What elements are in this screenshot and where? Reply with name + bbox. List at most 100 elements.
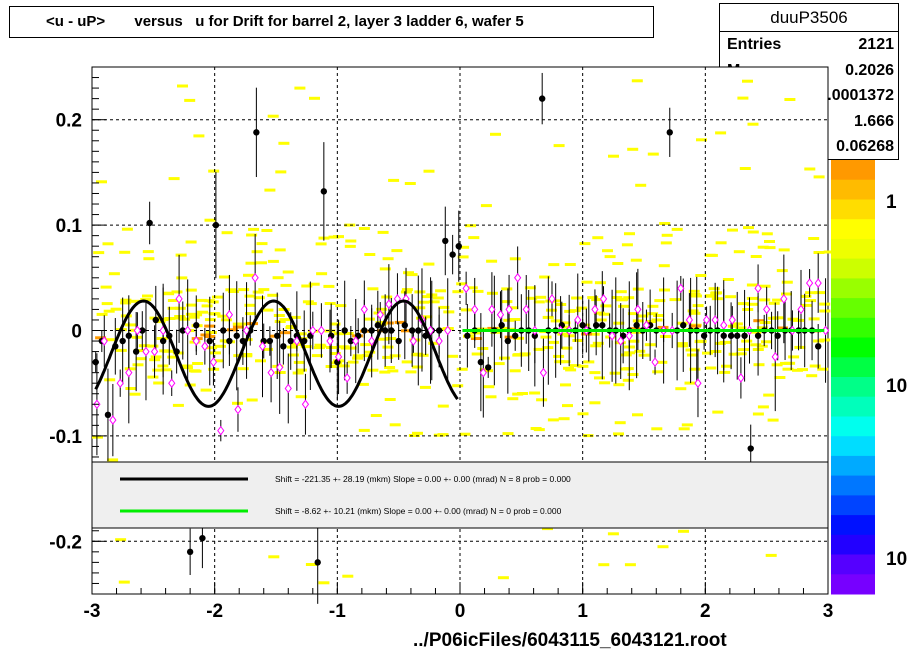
histogram-bin: [256, 261, 267, 265]
profile-point: [477, 358, 485, 366]
histogram-bin: [401, 360, 413, 364]
histogram-bin: [569, 364, 581, 368]
histogram-bin: [391, 249, 403, 253]
histogram-bin: [659, 335, 671, 338]
histogram-bin: [560, 383, 571, 387]
profile-point: [314, 559, 321, 566]
histogram-bin: [286, 345, 298, 349]
profile-point: [280, 343, 287, 350]
histogram-bin: [388, 178, 400, 182]
histogram-bin: [447, 354, 459, 358]
profile-point-open: [737, 373, 745, 383]
histogram-bin: [345, 239, 357, 243]
histogram-bin: [602, 249, 613, 253]
histogram-bin: [418, 300, 429, 304]
histogram-bin: [562, 404, 573, 408]
profile-point: [199, 534, 206, 542]
histogram-bin: [656, 360, 668, 364]
histogram-bin: [256, 242, 268, 246]
histogram-bin: [549, 299, 561, 303]
palette-swatch: [831, 396, 875, 417]
histogram-bin: [813, 251, 825, 254]
histogram-bin: [804, 167, 816, 171]
x-tick-label: 2: [700, 601, 711, 622]
histogram-bin: [623, 296, 635, 300]
profile-point: [220, 327, 227, 334]
histogram-bin: [761, 340, 772, 344]
histogram-bin: [211, 295, 223, 299]
histogram-bin: [692, 304, 704, 308]
histogram-bin: [405, 370, 417, 374]
palette-swatch: [831, 436, 875, 457]
histogram-bin: [617, 297, 629, 301]
histogram-bin: [647, 152, 659, 156]
histogram-bin: [678, 529, 689, 533]
histogram-bin: [401, 288, 413, 292]
histogram-bin: [279, 318, 291, 322]
histogram-bin: [533, 300, 545, 304]
profile-point: [253, 129, 260, 136]
stats-value: 1.666: [853, 112, 894, 130]
profile-point-open: [574, 315, 582, 325]
palette-label: 1: [886, 192, 897, 213]
histogram-bin: [168, 177, 180, 181]
histogram-bin: [167, 355, 179, 359]
histogram-bin: [459, 432, 471, 436]
histogram-bin: [361, 354, 373, 358]
histogram-bin: [275, 170, 287, 174]
histogram-bin: [210, 351, 221, 355]
histogram-bin: [251, 250, 263, 254]
histogram-bin: [185, 312, 197, 316]
histogram-bin: [479, 368, 491, 372]
histogram-bin: [190, 369, 202, 373]
histogram-bin: [381, 295, 393, 299]
histogram-bin: [686, 353, 698, 357]
histogram-bin: [587, 296, 599, 300]
histogram-bin: [797, 368, 808, 372]
histogram-bin: [456, 282, 468, 286]
histogram-bin: [630, 258, 642, 262]
histogram-bin: [507, 306, 519, 310]
palette-swatch: [831, 219, 875, 240]
palette-swatch: [831, 199, 875, 220]
histogram-bin: [533, 347, 545, 351]
histogram-bin: [747, 230, 759, 234]
histogram-bin: [592, 341, 604, 345]
histogram-bin: [705, 366, 717, 370]
profile-point: [347, 337, 355, 345]
histogram-bin: [201, 304, 213, 308]
profile-point-open: [258, 341, 267, 352]
histogram-bin: [443, 310, 455, 314]
profile-point: [415, 327, 422, 334]
histogram-bin: [809, 364, 821, 368]
histogram-bin: [375, 321, 387, 324]
histogram-bin: [172, 403, 184, 407]
profile-point: [633, 322, 640, 329]
histogram-bin: [753, 363, 765, 367]
histogram-bin: [248, 227, 260, 231]
histogram-bin: [192, 362, 204, 365]
profile-point: [179, 327, 186, 334]
histogram-bin: [219, 275, 231, 279]
histogram-bin: [750, 343, 762, 347]
histogram-bin: [124, 323, 136, 327]
profile-point: [700, 332, 708, 339]
histogram-bin: [483, 385, 495, 389]
histogram-bin: [243, 273, 254, 277]
histogram-bin: [225, 288, 237, 292]
profile-point: [287, 337, 294, 345]
histogram-bin: [342, 332, 354, 335]
histogram-bin: [548, 340, 560, 344]
profile-point-open: [479, 367, 487, 378]
histogram-bin: [651, 318, 663, 322]
histogram-bin: [101, 302, 113, 306]
palette-swatch: [831, 515, 875, 536]
histogram-bin: [497, 576, 509, 580]
histogram-bin: [152, 368, 164, 372]
histogram-bin: [103, 309, 115, 313]
histogram-bin: [423, 169, 435, 173]
palette-swatch: [831, 337, 875, 358]
stats-value: 0.06268: [836, 138, 894, 155]
histogram-bin: [267, 293, 279, 297]
histogram-bin: [739, 167, 751, 170]
